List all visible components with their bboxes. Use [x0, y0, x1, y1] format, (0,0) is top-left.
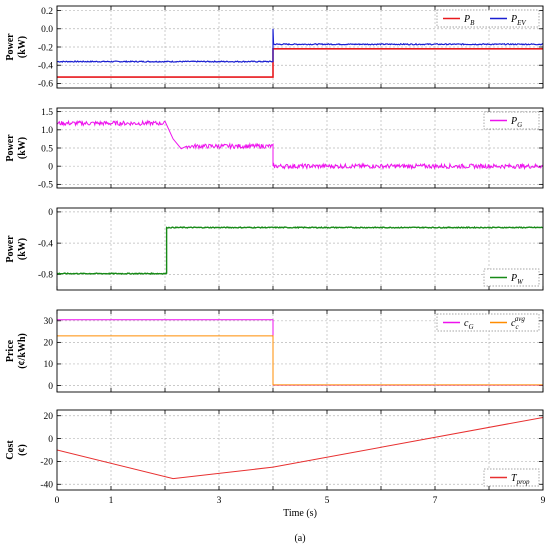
y-tick-label: -0.5	[38, 181, 53, 191]
legend-box	[483, 268, 540, 287]
y-tick-label: -0.4	[38, 239, 53, 249]
legend-subscript: B	[470, 19, 475, 27]
legend-name: c	[511, 318, 516, 329]
y-tick-label: 0	[48, 208, 53, 218]
y-tick-label: 0.0	[41, 25, 53, 35]
x-tick-label: 0	[55, 496, 60, 506]
legend: PB PEV	[436, 9, 540, 28]
y-axis-label: Power	[5, 33, 16, 61]
legend-subscript: EV	[516, 19, 526, 27]
plot-frame	[56, 309, 544, 393]
y-tick-label: 0	[48, 162, 53, 172]
legend-subscript: G	[517, 121, 522, 129]
y-tick-label: 1.5	[41, 108, 53, 118]
legend-name: P	[463, 14, 470, 25]
plot-frame	[56, 207, 544, 291]
y-tick-label: 1.0	[41, 126, 53, 136]
x-axis-label: Time (s)	[283, 508, 317, 519]
y-tick-label: 0	[48, 435, 53, 445]
series-line-cc	[57, 335, 543, 386]
plot-area	[57, 410, 543, 490]
y-axis-label: (¢/kWh)	[17, 333, 28, 369]
figure-caption: (a)	[294, 533, 305, 544]
legend-label: PB	[463, 14, 475, 27]
legend: cG ccavg	[436, 313, 540, 332]
legend: Tprop	[483, 468, 540, 487]
plot-frame	[56, 409, 544, 491]
plot-frame	[56, 5, 544, 89]
legend-name: c	[464, 318, 469, 329]
legend-label: ccavg	[511, 315, 525, 331]
legend-label: PEV	[510, 14, 526, 27]
legend-label: PG	[510, 116, 522, 129]
y-tick-label: 20	[44, 339, 54, 349]
y-tick-label: 0.5	[41, 144, 53, 154]
legend-label: cG	[464, 318, 474, 331]
legend-box	[483, 468, 540, 487]
y-tick-label: -0.8	[38, 271, 53, 281]
series-line-pev	[57, 28, 543, 63]
y-axis-label: Price	[5, 339, 16, 362]
y-axis-label: Power	[5, 235, 16, 263]
plot-frame	[56, 107, 544, 189]
legend-box	[483, 111, 540, 130]
legend-name: T	[511, 473, 518, 484]
legend: PG	[483, 111, 540, 130]
y-tick-label: 0	[48, 382, 53, 392]
series-line-pg	[57, 119, 543, 171]
legend-name: P	[510, 116, 517, 127]
x-tick-label: 9	[541, 496, 546, 506]
y-tick-label: -20	[40, 458, 53, 468]
legend-label: Tprop	[511, 473, 530, 486]
legend-name: P	[510, 273, 517, 284]
legend: PW	[483, 268, 540, 287]
y-tick-label: 0.2	[41, 7, 53, 17]
series-line-tprop	[57, 416, 543, 480]
series-line-pw	[57, 226, 543, 276]
y-tick-label: -0.6	[38, 80, 53, 90]
legend-label: PW	[510, 273, 524, 286]
y-tick-label: -0.4	[38, 62, 53, 72]
legend-box	[436, 9, 540, 28]
y-axis-label: (kW)	[17, 137, 28, 159]
y-axis-label: Cost	[5, 440, 16, 460]
chart-panel-3: 0 -0.4 -0.8 Power (kW) PW	[5, 207, 544, 291]
y-axis-label: (¢)	[17, 444, 28, 456]
x-tick-label: 7	[433, 496, 438, 506]
legend-superscript: avg	[515, 315, 526, 323]
y-tick-label: -40	[40, 481, 53, 491]
legend-subscript: G	[468, 323, 473, 331]
y-axis-label: (kW)	[17, 36, 28, 58]
legend-name: P	[510, 14, 517, 25]
x-tick-label: 1	[109, 496, 114, 506]
y-tick-label: 20	[44, 412, 54, 422]
legend-subscript: prop	[516, 478, 530, 486]
chart-panel-2: 1.5 1.0 0.5 0 -0.5 Power (kW) PG	[5, 107, 544, 191]
plot-area	[57, 208, 543, 290]
x-tick-label: 5	[325, 496, 330, 506]
legend-subscript: c	[515, 323, 519, 331]
y-tick-label: 10	[44, 360, 54, 370]
legend-box	[436, 313, 540, 332]
y-axis-label: Power	[5, 134, 16, 162]
y-axis-label: (kW)	[17, 238, 28, 260]
y-tick-label: 30	[44, 317, 54, 327]
y-tick-label: -0.2	[38, 43, 53, 53]
x-tick-label: 3	[217, 496, 222, 506]
series-line-pb	[57, 48, 543, 78]
legend-subscript: W	[517, 278, 524, 286]
